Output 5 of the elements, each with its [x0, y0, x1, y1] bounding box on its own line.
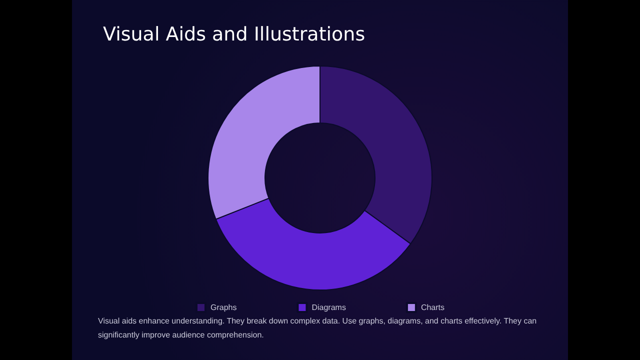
legend-label: Charts [420, 303, 445, 312]
text: Visual aids enhance understanding. They break down complex data. Use graphs, diagrams, and charts effectively. They can significantly improve audience comprehension. [98, 316, 539, 340]
chart-title: Visual Aids and Illustrations [103, 24, 366, 46]
legend-label: Diagrams [312, 303, 346, 312]
legend-label: Graphs [210, 303, 237, 312]
